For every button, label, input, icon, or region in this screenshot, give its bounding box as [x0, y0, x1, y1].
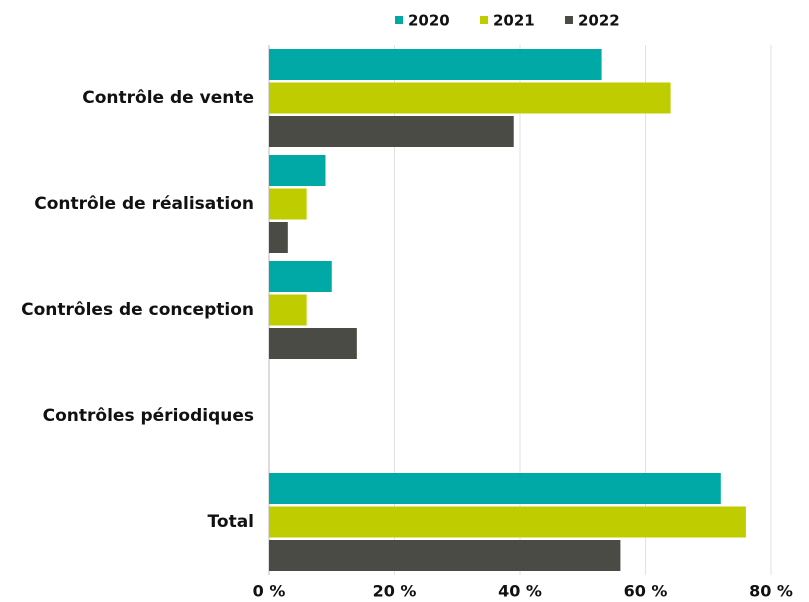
category-label: Total	[208, 512, 254, 532]
legend-label: 2020	[408, 12, 450, 30]
x-tick-label: 40 %	[498, 582, 542, 601]
bar	[269, 222, 288, 253]
bar	[269, 116, 514, 147]
x-tick-label: 0 %	[253, 582, 286, 601]
category-label: Contrôles de conception	[21, 300, 254, 320]
legend-swatch	[565, 16, 573, 24]
bar	[269, 328, 357, 359]
bar	[269, 540, 621, 571]
x-tick-label: 20 %	[373, 582, 417, 601]
legend-label: 2021	[493, 12, 535, 30]
x-tick-label: 60 %	[624, 582, 668, 601]
bar	[269, 82, 671, 114]
bar	[269, 155, 326, 186]
bar	[269, 261, 332, 292]
bar	[269, 188, 307, 220]
bar	[269, 506, 746, 538]
category-label: Contrôle de réalisation	[34, 194, 254, 214]
bar	[269, 473, 721, 504]
bar	[269, 294, 307, 326]
x-tick-label: 80 %	[749, 582, 793, 601]
bar	[269, 49, 602, 80]
legend-label: 2022	[578, 12, 620, 30]
category-label: Contrôles périodiques	[43, 406, 254, 426]
legend-swatch	[395, 16, 403, 24]
category-label: Contrôle de vente	[82, 88, 254, 108]
legend-swatch	[480, 16, 488, 24]
